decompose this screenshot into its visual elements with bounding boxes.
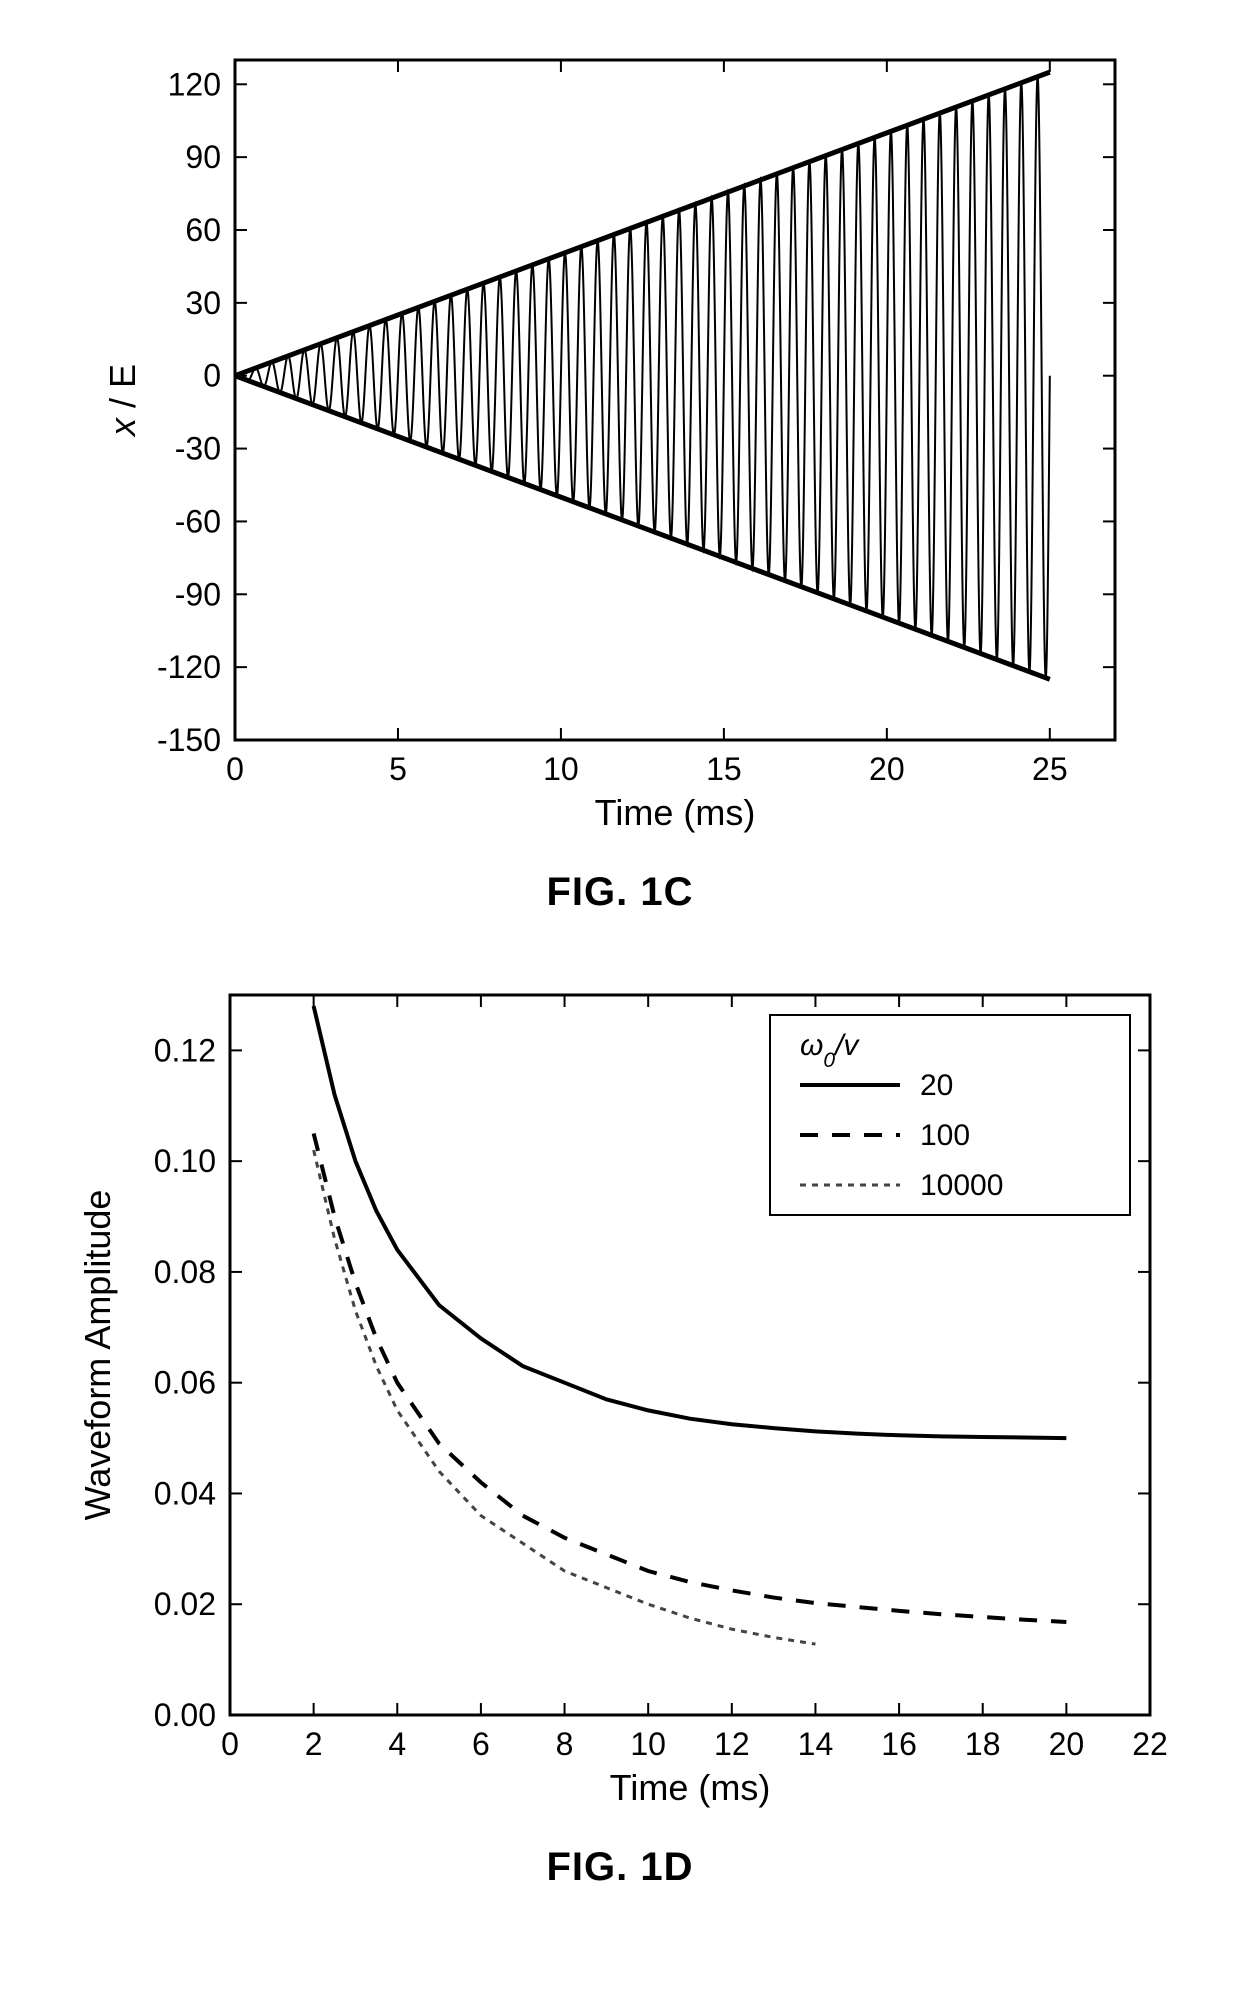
figure-1c-label: FIG. 1C: [546, 870, 693, 915]
svg-text:Time (ms): Time (ms): [595, 792, 756, 833]
svg-text:16: 16: [881, 1726, 917, 1762]
svg-text:0.02: 0.02: [154, 1586, 216, 1622]
svg-text:25: 25: [1032, 751, 1068, 787]
svg-text:0: 0: [221, 1726, 239, 1762]
svg-text:Time (ms): Time (ms): [610, 1767, 771, 1808]
svg-text:-60: -60: [175, 503, 221, 539]
svg-text:0.04: 0.04: [154, 1475, 216, 1511]
svg-text:0.00: 0.00: [154, 1697, 216, 1733]
svg-text:-150: -150: [157, 722, 221, 758]
svg-text:100: 100: [920, 1119, 970, 1152]
svg-text:2: 2: [305, 1726, 323, 1762]
svg-text:20: 20: [1049, 1726, 1085, 1762]
svg-text:22: 22: [1132, 1726, 1168, 1762]
svg-text:x / E: x / E: [102, 364, 143, 438]
svg-text:120: 120: [168, 66, 221, 102]
chart-1c: -150 -120 -90 -60 -30 0 30 60 90 120 0 5 10 15 20 25 Tim…: [95, 40, 1145, 850]
page: -150-120-90-60-3003060901200510152025Tim…: [0, 0, 1240, 2010]
svg-text:-90: -90: [175, 576, 221, 612]
svg-text:0: 0: [203, 358, 221, 394]
figure-1d-label: FIG. 1D: [546, 1845, 693, 1890]
svg-text:6: 6: [472, 1726, 490, 1762]
svg-text:0.06: 0.06: [154, 1365, 216, 1401]
svg-text:18: 18: [965, 1726, 1001, 1762]
svg-text:60: 60: [185, 212, 221, 248]
svg-text:10: 10: [543, 751, 579, 787]
svg-text:10000: 10000: [920, 1169, 1003, 1202]
svg-text:10: 10: [630, 1726, 666, 1762]
figure-1c: -150 -120 -90 -60 -30 0 30 60 90 120 0 5 10 15 20 25 Tim…: [60, 40, 1180, 915]
svg-text:Waveform Amplitude: Waveform Amplitude: [77, 1190, 118, 1521]
svg-text:4: 4: [388, 1726, 406, 1762]
svg-text:8: 8: [556, 1726, 574, 1762]
svg-text:20: 20: [920, 1069, 953, 1102]
svg-text:15: 15: [706, 751, 742, 787]
svg-text:12: 12: [714, 1726, 750, 1762]
svg-text:14: 14: [798, 1726, 834, 1762]
chart-1d: 0.00 0.02 0.04 0.06 0.08 0.10 0.12 0 2 4 6 8 10 12 14 1…: [60, 975, 1180, 1825]
svg-text:0: 0: [226, 751, 244, 787]
svg-text:-30: -30: [175, 431, 221, 467]
svg-text:0.08: 0.08: [154, 1254, 216, 1290]
figure-1d: 0.00 0.02 0.04 0.06 0.08 0.10 0.12 0 2 4 6 8 10 12 14 1…: [60, 975, 1180, 1890]
svg-text:-120: -120: [157, 649, 221, 685]
svg-text:90: 90: [185, 139, 221, 175]
svg-text:0.10: 0.10: [154, 1143, 216, 1179]
svg-text:30: 30: [185, 285, 221, 321]
svg-text:20: 20: [869, 751, 905, 787]
svg-text:0.12: 0.12: [154, 1032, 216, 1068]
svg-text:5: 5: [389, 751, 407, 787]
